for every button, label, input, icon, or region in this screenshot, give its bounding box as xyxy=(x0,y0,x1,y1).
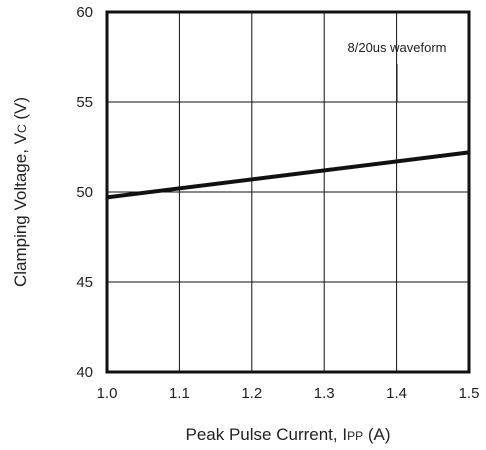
x-tick-label: 1.5 xyxy=(459,385,480,402)
y-axis-label-unit: (V) xyxy=(11,97,30,124)
y-axis-label-main: Clamping Voltage, V xyxy=(11,132,30,287)
plot-frame xyxy=(105,10,471,374)
y-tick-label: 50 xyxy=(76,184,93,201)
y-tick-label: 55 xyxy=(76,94,93,111)
y-tick-labels: 40 45 50 55 60 xyxy=(76,4,93,381)
x-axis-label-unit: (A) xyxy=(363,425,390,444)
x-tick-label: 1.4 xyxy=(386,385,407,402)
annotation-text: 8/20us waveform xyxy=(348,40,447,55)
series-group xyxy=(106,150,470,200)
x-tick-labels: 1.0 1.1 1.2 1.3 1.4 1.5 xyxy=(97,385,480,402)
x-tick-label: 1.1 xyxy=(169,385,190,402)
y-axis-label-subscript: C xyxy=(15,124,29,133)
x-tick-label: 1.0 xyxy=(97,385,118,402)
y-tick-label: 60 xyxy=(76,4,93,21)
y-tick-label: 45 xyxy=(76,274,93,291)
x-axis-label-subscript: PP xyxy=(347,429,363,443)
x-axis-label: Peak Pulse Current, IPP (A) xyxy=(186,425,391,444)
series-line xyxy=(106,150,470,200)
x-tick-label: 1.3 xyxy=(314,385,335,402)
y-axis-label: Clamping Voltage, VC (V) xyxy=(11,97,30,287)
x-tick-label: 1.2 xyxy=(241,385,262,402)
x-axis-label-main: Peak Pulse Current, I xyxy=(186,425,348,444)
y-tick-label: 40 xyxy=(76,364,93,381)
